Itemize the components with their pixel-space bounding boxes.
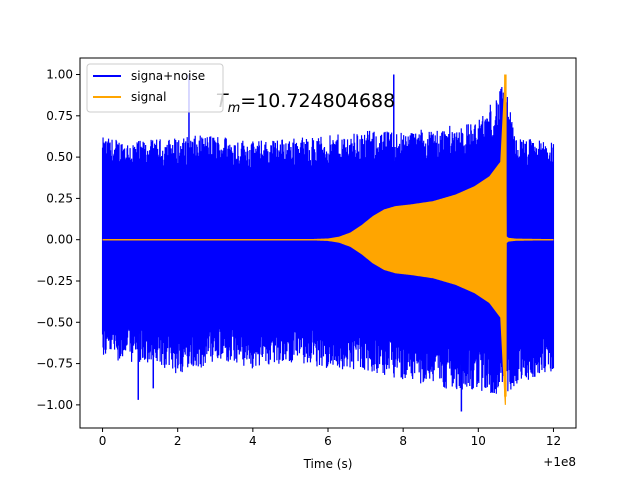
legend-label-noise: signa+noise (131, 69, 205, 83)
x-tick-label: 4 (249, 434, 257, 448)
y-tick-label: 0.00 (46, 233, 73, 247)
y-tick-label: 0.25 (46, 191, 73, 205)
y-tick-label: −0.25 (36, 274, 73, 288)
x-tick-label: 10 (471, 434, 486, 448)
y-axis: −1.00 −0.75 −0.50 −0.25 0.00 0.25 0.50 0.75 1.00 (36, 68, 80, 412)
x-offset-label: +1e8 (543, 455, 576, 469)
x-tick-label: 8 (399, 434, 407, 448)
y-tick-label: −1.00 (36, 398, 73, 412)
legend-label-signal: signal (131, 90, 167, 104)
legend: signa+noise signal (86, 63, 224, 113)
x-tick-label: 12 (546, 434, 561, 448)
noise-trace (101, 86, 555, 394)
plot-area (101, 74, 555, 412)
y-tick-label: 1.00 (46, 68, 73, 82)
x-tick-label: 0 (99, 434, 107, 448)
series-signal (102, 74, 554, 405)
x-axis-label: Time (s) (303, 457, 353, 471)
series-signa-noise (101, 74, 555, 412)
x-axis: 0 2 4 6 8 10 12 (99, 428, 561, 448)
x-tick-label: 2 (174, 434, 182, 448)
y-tick-label: 0.50 (46, 150, 73, 164)
annotation-subscript: m (228, 101, 241, 116)
annotation-value: =10.724804688 (240, 90, 395, 112)
y-tick-label: −0.75 (36, 357, 73, 371)
x-tick-label: 6 (324, 434, 332, 448)
y-tick-label: −0.50 (36, 315, 73, 329)
y-tick-label: 0.75 (46, 109, 73, 123)
